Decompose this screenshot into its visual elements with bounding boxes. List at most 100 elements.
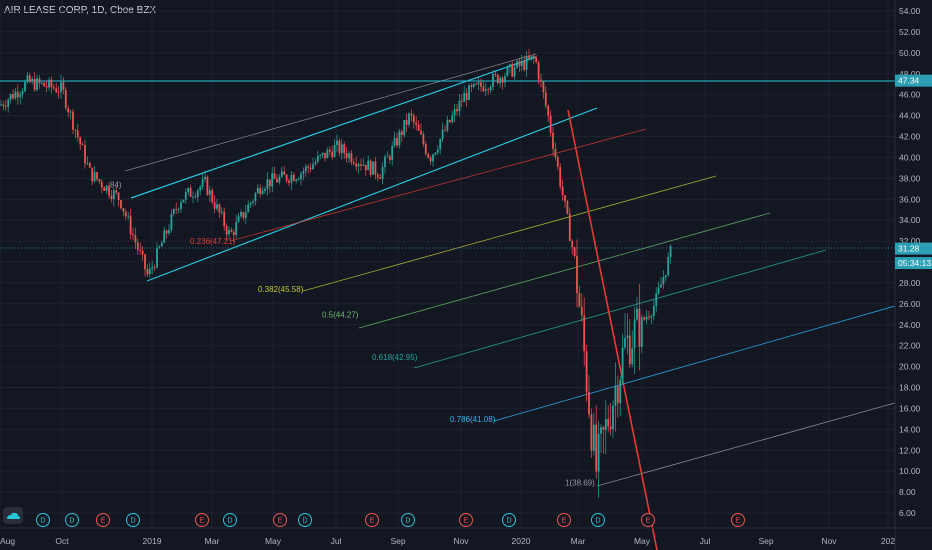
last-price-value: 31.28 [898, 244, 920, 254]
candle-body [348, 153, 350, 159]
candle-body [386, 156, 389, 158]
candle-body [645, 316, 648, 320]
fib-level-label: 84) [110, 181, 122, 190]
earnings-marker[interactable]: E [557, 513, 571, 527]
fib-level-label: 0.618(42.95) [372, 353, 418, 362]
candle-body [662, 277, 665, 285]
price-axis[interactable]: 54.00 52.00 50.00 48.00 46.00 44.00 42.00 40.00… [894, 0, 921, 550]
channel-red-line [229, 128, 647, 242]
earnings-marker[interactable]: E [195, 513, 209, 527]
candle-body [626, 335, 629, 338]
candle-body [314, 161, 317, 165]
candle-body [64, 89, 67, 108]
candle-body [76, 130, 79, 138]
event-type-label: E [278, 518, 283, 525]
earnings-marker[interactable]: E [731, 513, 745, 527]
candle-body [576, 255, 578, 294]
time-axis[interactable]: Aug Oct 2019 Mar May Jul Sep Nov 2020 Mar May Jul Se… [0, 527, 932, 546]
price-tags: 47.34 31.28 05:34:13 [895, 74, 932, 270]
candle-body [230, 230, 233, 232]
candle-body [199, 186, 202, 191]
candle-body [417, 124, 420, 131]
candle-body [621, 347, 624, 380]
earnings-marker[interactable]: E [273, 513, 287, 527]
price-tick-label: 42.00 [899, 132, 921, 142]
candle-body [432, 154, 434, 162]
candle-body [124, 211, 127, 217]
dividend-marker[interactable]: D [591, 513, 605, 527]
candle-body [460, 100, 463, 102]
fib-level-label: 0.382(45.58) [258, 285, 304, 294]
dividend-marker[interactable]: D [401, 513, 415, 527]
earnings-marker[interactable]: E [365, 513, 379, 527]
tradingview-logo[interactable] [3, 507, 23, 524]
candle-body [369, 160, 372, 175]
candle-body [494, 73, 497, 75]
candle-body [225, 226, 228, 235]
candle-body [14, 91, 17, 99]
candle-body [168, 229, 170, 234]
candle-body [144, 254, 146, 270]
price-tick-label: 16.00 [899, 403, 921, 413]
dividend-marker[interactable]: D [126, 513, 140, 527]
fib-line-1 [596, 402, 896, 487]
candle-body [259, 188, 262, 195]
candle-body [480, 82, 482, 87]
event-type-label: D [405, 518, 410, 525]
candle-body [98, 179, 101, 182]
candle-body [456, 108, 458, 112]
countdown-tag: 05:34:13 [895, 257, 932, 270]
candle-body [141, 250, 144, 255]
candle-body [100, 181, 103, 188]
candle-body [112, 190, 115, 200]
candle-body [436, 149, 439, 153]
candle-body [580, 306, 583, 316]
time-tick-label: Sep [390, 536, 405, 546]
candle-body [393, 138, 396, 146]
candle-body [520, 60, 523, 67]
candle-body [571, 241, 574, 248]
candle-body [372, 161, 374, 175]
price-tick-label: 32.00 [899, 236, 921, 246]
candle-body [148, 268, 151, 275]
earnings-marker[interactable]: E [459, 513, 473, 527]
time-tick-label: Mar [571, 536, 586, 546]
earnings-marker[interactable]: E [641, 513, 655, 527]
candle-body [163, 230, 166, 243]
dividend-marker[interactable]: D [36, 513, 50, 527]
dividend-marker[interactable]: D [298, 513, 312, 527]
event-type-label: E [370, 518, 375, 525]
candle-body [391, 145, 394, 160]
candle-body [340, 144, 343, 154]
dividend-marker[interactable]: D [502, 513, 516, 527]
event-type-label: E [101, 518, 106, 525]
candle-body [328, 149, 331, 152]
candle-body [216, 204, 218, 209]
earnings-marker[interactable]: E [96, 513, 110, 527]
candle-body [523, 60, 526, 70]
dividend-marker[interactable]: D [223, 513, 237, 527]
candle-body [624, 337, 626, 348]
candle-body [45, 86, 48, 88]
candle-body [501, 77, 504, 83]
time-tick-label: Nov [453, 536, 469, 546]
candle-body [412, 115, 415, 123]
candle-body [513, 67, 516, 77]
price-tick-label: 28.00 [899, 278, 921, 288]
price-tick-label: 6.00 [899, 508, 916, 518]
candle-body [300, 173, 302, 180]
candle-body [244, 212, 247, 218]
candle-body [110, 195, 113, 200]
candle-body [429, 157, 432, 162]
dividend-marker[interactable]: D [65, 513, 79, 527]
candle-body [477, 82, 480, 85]
candle-body [345, 153, 348, 159]
candle-body [511, 64, 514, 77]
candle-body [350, 153, 353, 163]
candle-body [33, 78, 36, 90]
candle-body [256, 188, 259, 194]
candle-body [655, 293, 658, 306]
price-tick-label: 44.00 [899, 111, 921, 121]
